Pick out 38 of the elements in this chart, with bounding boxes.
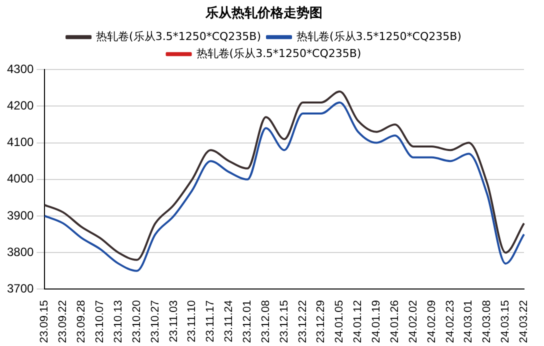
x-tick-label: 23.10.20 xyxy=(130,300,143,344)
x-tick-label: 23.10.13 xyxy=(112,300,124,344)
x-tick-label: 24.01.19 xyxy=(370,300,383,344)
y-tick-label: 3800 xyxy=(6,244,34,259)
x-tick-label: 23.12.22 xyxy=(296,300,309,344)
x-tick-label: 23.09.15 xyxy=(38,300,51,344)
x-tick-label: 24.01.26 xyxy=(388,300,401,344)
x-tick-label: 23.11.10 xyxy=(186,300,198,342)
x-tick-label: 24.01.05 xyxy=(334,300,346,344)
x-tick-label: 23.11.17 xyxy=(204,300,217,342)
x-tick-label: 24.03.01 xyxy=(462,300,475,344)
x-tick-label: 23.10.07 xyxy=(94,300,106,344)
y-tick-label: 4200 xyxy=(6,98,34,113)
y-tick-label: 4300 xyxy=(6,62,34,76)
x-tick-label: 23.12.08 xyxy=(260,300,272,344)
x-tick-label: 24.02.09 xyxy=(426,300,438,344)
x-tick-label: 24.03.15 xyxy=(500,300,512,344)
y-tick-label: 3700 xyxy=(6,281,34,296)
legend-label: 热轧卷(乐从3.5*1250*CQ235B) xyxy=(196,46,362,60)
x-tick-label: 24.02.02 xyxy=(407,300,420,344)
x-tick-label: 23.09.22 xyxy=(57,300,70,344)
x-tick-label: 23.10.27 xyxy=(149,300,162,344)
x-tick-label: 23.09.28 xyxy=(76,300,88,344)
x-tick-label: 24.01.12 xyxy=(352,300,364,344)
x-tick-label: 23.11.03 xyxy=(168,300,180,342)
x-tick-label: 24.03.08 xyxy=(481,300,494,344)
y-tick-label: 4100 xyxy=(6,135,34,150)
x-tick-label: 24.03.22 xyxy=(518,300,530,344)
legend-label: 热轧卷(乐从3.5*1250*CQ235B) xyxy=(96,30,261,43)
x-tick-label: 23.12.01 xyxy=(242,300,254,344)
chart-title: 乐从热轧价格走势图 xyxy=(204,5,322,22)
x-tick-label: 23.12.29 xyxy=(315,300,328,344)
x-tick-label: 23.11.24 xyxy=(223,300,236,342)
y-tick-label: 4000 xyxy=(6,172,34,186)
legend-label: 热轧卷(乐从3.5*1250*CQ235B) xyxy=(296,30,462,43)
y-tick-label: 3900 xyxy=(6,208,34,222)
x-tick-label: 23.12.15 xyxy=(278,300,290,344)
x-tick-label: 24.02.23 xyxy=(444,300,456,344)
